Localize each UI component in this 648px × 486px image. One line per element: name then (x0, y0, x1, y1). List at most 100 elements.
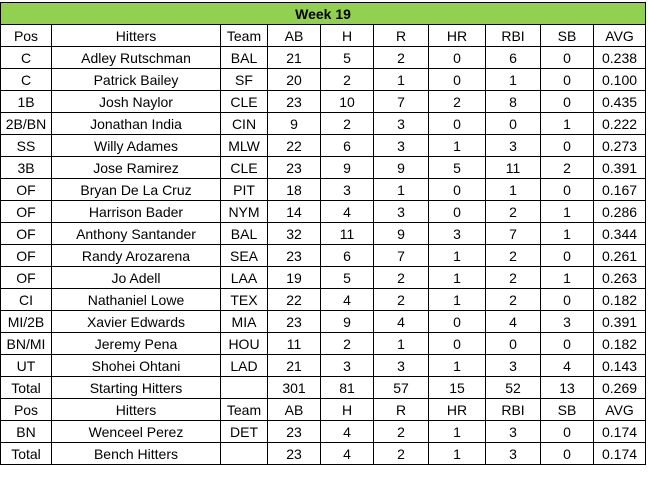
r-cell: 4 (373, 310, 429, 333)
h-cell: 6 (320, 244, 374, 267)
ab-cell: 9 (267, 112, 321, 135)
pos-cell: OF (0, 244, 52, 267)
hr-cell: 1 (428, 288, 486, 311)
avg-cell: 0.269 (592, 376, 647, 399)
avg-cell: 0.182 (592, 288, 647, 311)
pos-cell: BN/MI (0, 332, 52, 355)
ab-cell: 14 (267, 200, 321, 223)
hitter-cell: Jose Ramirez (51, 156, 221, 179)
ab-cell: 32 (267, 222, 321, 245)
pos-cell: 1B (0, 90, 52, 113)
sb-cell: 2 (540, 156, 594, 179)
hitter-cell: Shohei Ohtani (51, 354, 221, 377)
hitter-cell: Josh Naylor (51, 90, 221, 113)
r-cell: 3 (373, 134, 429, 157)
h-cell: 9 (320, 156, 374, 179)
sb-cell: 4 (540, 354, 594, 377)
ab-cell: 21 (267, 46, 321, 69)
sb-cell: 0 (540, 46, 594, 69)
data-row: OF Anthony Santander BAL 32 11 9 3 7 1 0.344 (0, 222, 647, 245)
data-row: 2B/BN Jonathan India CIN 9 2 3 0 0 1 0.222 (0, 112, 647, 135)
pos-cell: CI (0, 288, 52, 311)
sb-cell: 1 (540, 266, 594, 289)
avg-cell: AVG (592, 398, 647, 421)
sheet: Week 19 Pos Hitters Team AB H R HR RBI SB AVG C Adl… (0, 2, 647, 465)
hr-cell: 0 (428, 46, 486, 69)
team-cell: SF (220, 68, 268, 91)
r-cell: 2 (373, 442, 429, 465)
ab-cell: 23 (267, 442, 321, 465)
rbi-cell: 11 (485, 156, 541, 179)
hitter-cell: Anthony Santander (51, 222, 221, 245)
rbi-cell: 0 (485, 332, 541, 355)
sb-cell: 0 (540, 288, 594, 311)
hr-cell: 2 (428, 90, 486, 113)
team-cell: CLE (220, 156, 268, 179)
pos-cell: OF (0, 200, 52, 223)
h-cell: 3 (320, 354, 374, 377)
r-cell: 1 (373, 68, 429, 91)
hitter-cell: Bench Hitters (51, 442, 221, 465)
hitter-cell: Patrick Bailey (51, 68, 221, 91)
data-row: Total Bench Hitters 23 4 2 1 3 0 0.174 (0, 442, 647, 465)
r-cell: 9 (373, 156, 429, 179)
r-cell: 1 (373, 332, 429, 355)
r-cell: 3 (373, 112, 429, 135)
team-cell: CLE (220, 90, 268, 113)
pos-cell: C (0, 68, 52, 91)
r-cell: 3 (373, 354, 429, 377)
sb-cell: 0 (540, 134, 594, 157)
hr-cell: 0 (428, 310, 486, 333)
hr-cell: 1 (428, 244, 486, 267)
avg-cell: 0.222 (592, 112, 647, 135)
team-cell: BAL (220, 46, 268, 69)
team-cell: NYM (220, 200, 268, 223)
team-cell: CIN (220, 112, 268, 135)
sb-cell: SB (540, 398, 594, 421)
ab-cell: 11 (267, 332, 321, 355)
avg-cell: 0.263 (592, 266, 647, 289)
team-cell: DET (220, 420, 268, 443)
rbi-cell: 2 (485, 200, 541, 223)
h-cell: 2 (320, 68, 374, 91)
r-cell: 2 (373, 266, 429, 289)
r-cell: 7 (373, 90, 429, 113)
hr-cell: 1 (428, 442, 486, 465)
ab-cell: AB (267, 24, 321, 47)
hitter-cell: Xavier Edwards (51, 310, 221, 333)
hr-cell: HR (428, 24, 486, 47)
hr-cell: 1 (428, 354, 486, 377)
r-cell: 9 (373, 222, 429, 245)
pos-cell: Total (0, 376, 52, 399)
data-row: BN/MI Jeremy Pena HOU 11 2 1 0 0 0 0.182 (0, 332, 647, 355)
ab-cell: 20 (267, 68, 321, 91)
avg-cell: 0.174 (592, 420, 647, 443)
data-row: UT Shohei Ohtani LAD 21 3 3 1 3 4 0.143 (0, 354, 647, 377)
hitter-cell: Starting Hitters (51, 376, 221, 399)
hitter-cell: Harrison Bader (51, 200, 221, 223)
h-cell: 2 (320, 332, 374, 355)
rbi-cell: 3 (485, 134, 541, 157)
header-row: Pos Hitters Team AB H R HR RBI SB AVG (0, 24, 647, 47)
hitter-cell: Hitters (51, 398, 221, 421)
pos-cell: UT (0, 354, 52, 377)
h-cell: 3 (320, 178, 374, 201)
data-row: BN Wenceel Perez DET 23 4 2 1 3 0 0.174 (0, 420, 647, 443)
pos-cell: 2B/BN (0, 112, 52, 135)
hr-cell: 15 (428, 376, 486, 399)
hitter-cell: Jonathan India (51, 112, 221, 135)
hitter-cell: Randy Arozarena (51, 244, 221, 267)
rbi-cell: 2 (485, 288, 541, 311)
sb-cell: 1 (540, 200, 594, 223)
hr-cell: 1 (428, 134, 486, 157)
team-cell: Team (220, 398, 268, 421)
r-cell: 2 (373, 420, 429, 443)
ab-cell: 18 (267, 178, 321, 201)
hr-cell: 3 (428, 222, 486, 245)
data-row: OF Bryan De La Cruz PIT 18 3 1 0 1 0 0.167 (0, 178, 647, 201)
stats-table: Week 19 Pos Hitters Team AB H R HR RBI SB AVG C Adl… (0, 2, 647, 465)
pos-cell: BN (0, 420, 52, 443)
avg-cell: 0.261 (592, 244, 647, 267)
rbi-cell: RBI (485, 398, 541, 421)
h-cell: 2 (320, 112, 374, 135)
